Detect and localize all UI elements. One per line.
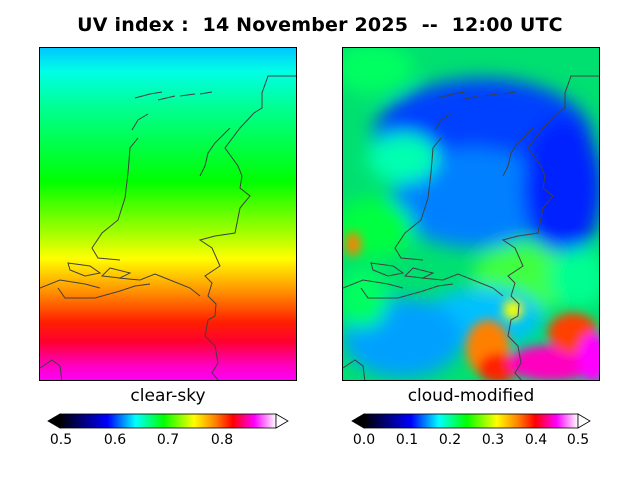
tick-clear-sky-0: 0.5 <box>49 432 73 448</box>
tick-cloud-3: 0.3 <box>481 432 505 448</box>
clear-sky-map <box>40 48 296 380</box>
cloud-field-blobs <box>343 48 599 378</box>
panel-label-clear-sky: clear-sky <box>130 386 206 406</box>
map-panel-clear-sky <box>39 47 297 381</box>
clear-sky-field <box>40 48 296 380</box>
coastline <box>40 75 296 380</box>
tick-clear-sky-3: 0.8 <box>210 432 234 448</box>
tick-clear-sky-1: 0.6 <box>103 432 127 448</box>
tick-cloud-4: 0.4 <box>524 432 548 448</box>
colorbar-clear-sky-scale <box>47 413 289 429</box>
colorbar-clear-sky <box>47 413 289 429</box>
colorbar-cloud-modified <box>351 413 591 429</box>
tick-cloud-0: 0.0 <box>352 432 376 448</box>
tick-clear-sky-2: 0.7 <box>156 432 180 448</box>
tick-cloud-5: 0.5 <box>566 432 590 448</box>
map-panel-cloud-modified <box>342 47 600 381</box>
panel-label-cloud-modified: cloud-modified <box>407 386 535 406</box>
high-uv-blobs <box>345 232 599 380</box>
cloud-modified-map <box>343 48 599 380</box>
coastline-right <box>343 75 599 380</box>
colorbar-cloud-modified-scale <box>351 413 591 429</box>
tick-cloud-1: 0.1 <box>395 432 419 448</box>
tick-cloud-2: 0.2 <box>438 432 462 448</box>
figure-title: UV index : 14 November 2025 -- 12:00 UTC <box>77 14 563 36</box>
